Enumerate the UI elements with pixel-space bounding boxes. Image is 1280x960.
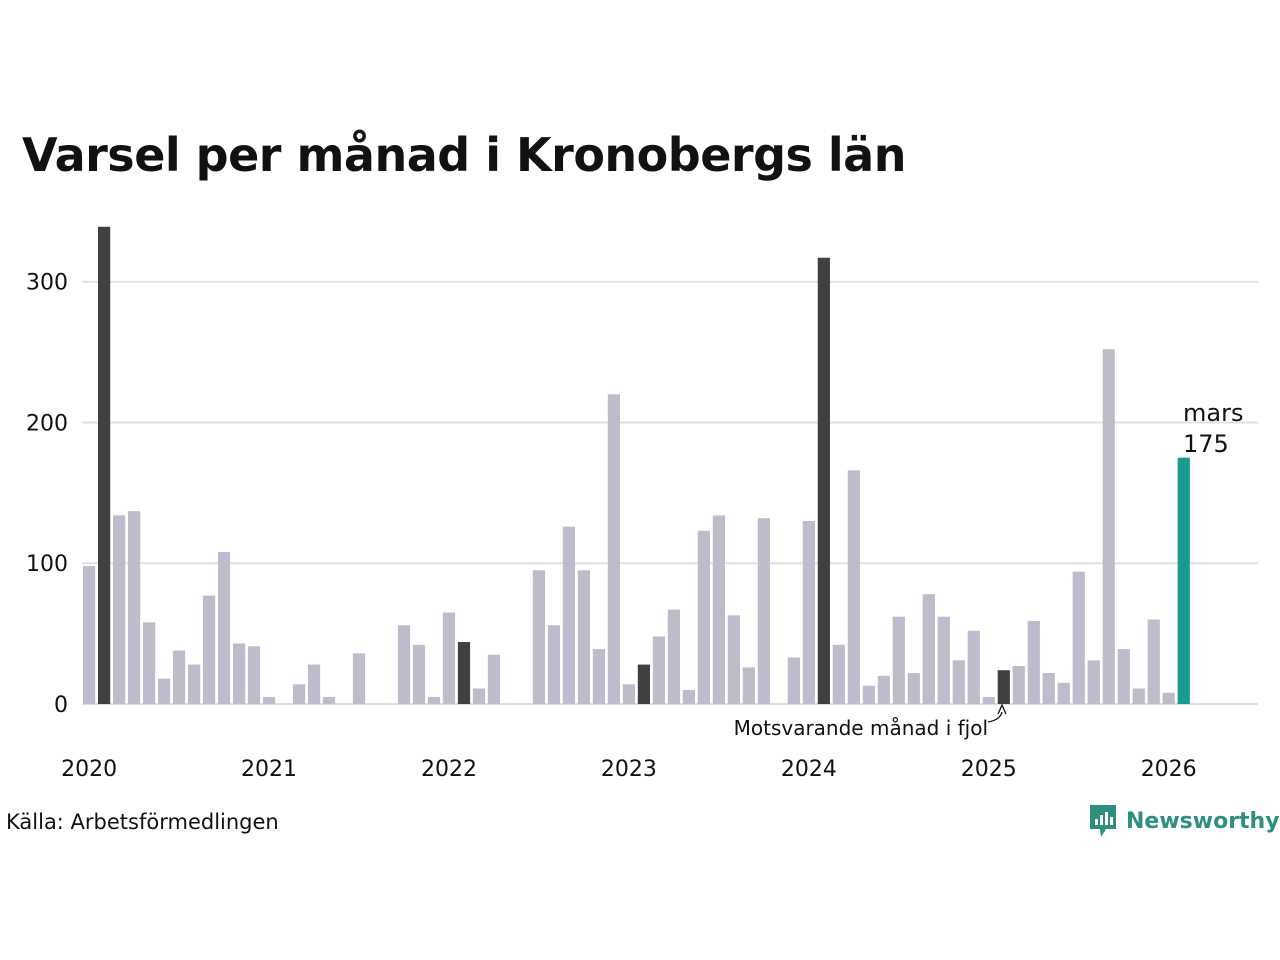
bar [922, 594, 935, 704]
bar [307, 664, 321, 704]
bar [862, 685, 875, 704]
bar [247, 646, 261, 704]
bar [83, 566, 96, 704]
bar [172, 650, 186, 704]
bar [442, 612, 456, 704]
bar [607, 394, 621, 704]
x-tick-label: 2022 [421, 757, 477, 782]
chart-title: Varsel per månad i Kronobergs län [22, 128, 906, 182]
bar [652, 636, 666, 704]
x-tick-label: 2026 [1141, 757, 1197, 782]
bar [1027, 620, 1040, 704]
bar [292, 684, 306, 704]
bar [787, 657, 800, 704]
x-tick-label: 2021 [241, 757, 297, 782]
bar [457, 642, 471, 704]
bar [907, 673, 920, 704]
bar [937, 616, 950, 704]
latest-value: 175 [1183, 430, 1229, 458]
bar [982, 696, 995, 704]
bar [127, 511, 141, 704]
newsworthy-logo[interactable]: Newsworthy [1088, 803, 1280, 839]
bar [712, 515, 725, 704]
bar [697, 530, 710, 704]
y-tick-label: 200 [26, 411, 68, 436]
bar [532, 570, 546, 704]
bar [397, 625, 411, 704]
bar [1177, 457, 1190, 704]
bar [157, 678, 171, 704]
newsworthy-icon [1090, 805, 1116, 837]
bar [1012, 665, 1025, 704]
bar [832, 644, 845, 704]
bar [727, 615, 740, 704]
x-tick-label: 2020 [61, 757, 117, 782]
bar [142, 622, 156, 704]
bar [742, 667, 755, 704]
bar [1117, 649, 1130, 704]
bar [757, 518, 770, 704]
bar [472, 688, 486, 704]
x-tick-label: 2023 [601, 757, 657, 782]
bar [1162, 692, 1175, 704]
bar [1042, 673, 1055, 704]
bar [1057, 682, 1070, 704]
bar [412, 644, 426, 704]
bar [892, 616, 905, 704]
brand-name: Newsworthy [1126, 808, 1280, 834]
bar [877, 675, 890, 704]
annotation-arrowhead [997, 703, 1007, 715]
x-axis: 2020 2021 2022 2023 2024 2025 2026 [61, 757, 1197, 782]
bar [487, 654, 501, 704]
bar [547, 625, 561, 704]
bar [637, 664, 651, 704]
bars [83, 226, 1190, 705]
y-tick-label: 300 [26, 271, 68, 296]
y-tick-label: 0 [54, 693, 68, 718]
bar [1102, 349, 1115, 704]
bar [997, 670, 1010, 704]
bar [667, 609, 680, 704]
bar [802, 521, 815, 704]
bar [187, 664, 201, 704]
bar [562, 526, 576, 704]
y-axis: 0 100 200 300 [26, 271, 68, 718]
annotation-label: Motsvarande månad i fjol [734, 716, 988, 740]
bar [112, 515, 126, 704]
bar [262, 696, 276, 704]
bar [592, 649, 606, 704]
bar [1072, 571, 1085, 704]
bar [967, 630, 980, 704]
annotation-arrow [987, 711, 1003, 723]
latest-value-label: mars 175 [1183, 399, 1243, 458]
y-tick-label: 100 [26, 552, 68, 577]
bar [232, 643, 246, 704]
bar [202, 595, 216, 704]
latest-month-label: mars [1183, 399, 1243, 427]
bar [682, 689, 695, 704]
bar [577, 570, 591, 704]
bar [1087, 660, 1100, 704]
x-tick-label: 2024 [781, 757, 837, 782]
bar [1132, 688, 1145, 704]
bar [1147, 619, 1160, 704]
bar [352, 653, 366, 704]
bar [817, 257, 830, 704]
source-note: Källa: Arbetsförmedlingen [6, 810, 279, 834]
bar [217, 551, 231, 704]
bar [322, 696, 336, 704]
bar [952, 660, 965, 704]
x-tick-label: 2025 [961, 757, 1017, 782]
annotation: Motsvarande månad i fjol [734, 703, 1007, 740]
bar [98, 226, 111, 705]
bar [847, 470, 860, 704]
bar [622, 684, 636, 704]
bar [427, 696, 441, 704]
